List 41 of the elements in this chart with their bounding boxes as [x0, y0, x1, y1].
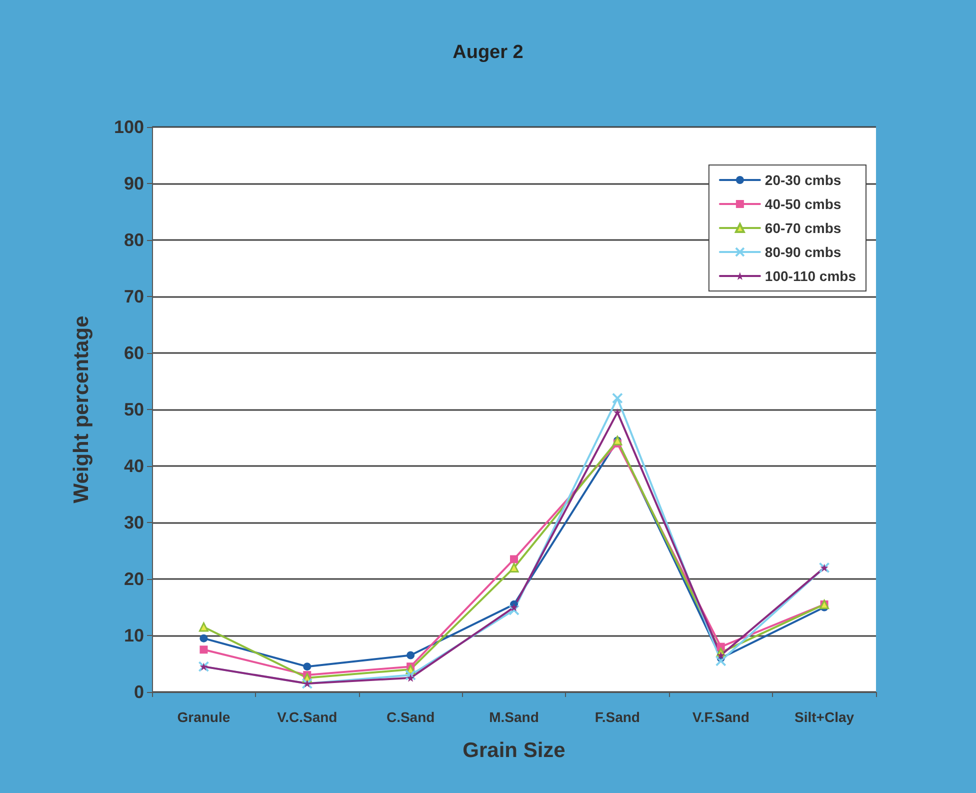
point [509, 562, 519, 572]
point [612, 392, 623, 404]
x-tick-label: F.Sand [594, 709, 640, 725]
legend-label: 60-70 cmbs [764, 220, 842, 236]
y-tick-label: 20 [124, 569, 144, 589]
point [405, 670, 416, 681]
point [406, 674, 415, 682]
x-tick-label: M.Sand [489, 709, 539, 725]
y-axis-title: Weight percentage [70, 316, 93, 504]
x-tick-label: V.C.Sand [277, 709, 338, 725]
y-tick-label: 50 [124, 400, 144, 420]
y-tick-label: 80 [124, 230, 144, 250]
point [510, 555, 518, 564]
y-tick-label: 40 [124, 456, 144, 476]
point [200, 634, 208, 642]
x-tick-label: Granule [177, 709, 230, 725]
point [508, 604, 520, 616]
y-tick-label: 0 [134, 682, 144, 702]
legend-label: 20-30 cmbs [764, 172, 842, 188]
legend-label: 80-90 cmbs [764, 244, 842, 260]
point [198, 622, 208, 632]
point [510, 603, 518, 612]
point [716, 651, 725, 660]
point [406, 651, 415, 660]
x-tick-label: Silt+Clay [794, 709, 854, 725]
y-tick-label: 70 [124, 286, 144, 306]
point [303, 662, 312, 671]
y-tick-label: 100 [114, 117, 144, 137]
y-tick-label: 90 [124, 174, 144, 194]
x-axis-title: Grain Size [462, 739, 566, 762]
y-tick-label: 10 [124, 626, 144, 646]
point [715, 655, 726, 666]
point [200, 646, 208, 654]
legend-label: 40-50 cmbs [764, 196, 842, 212]
point [613, 408, 622, 416]
y-tick-label: 60 [124, 343, 144, 363]
y-tick-label: 30 [124, 512, 144, 532]
legend-label: 100-110 cmbs [764, 268, 856, 284]
x-tick-label: C.Sand [386, 709, 435, 725]
chart-title: Auger 2 [452, 42, 524, 63]
x-tick-label: V.F.Sand [692, 709, 750, 725]
